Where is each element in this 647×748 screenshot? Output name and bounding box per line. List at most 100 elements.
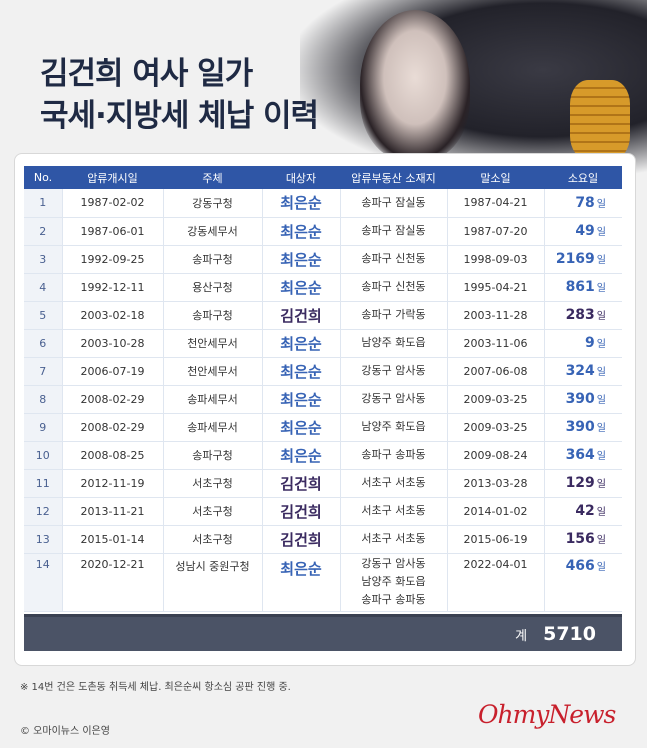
cell-start: 2008-08-25 [61,441,163,470]
cell-no: 9 [24,413,62,442]
days-unit: 일 [596,535,606,546]
cell-no: 5 [24,301,62,330]
cell-end: 1998-09-03 [446,245,544,274]
days-unit: 일 [596,311,606,322]
days-value: 156 [565,531,595,547]
cell-location: 송파구 잠실동 [339,189,447,218]
cell-person: 최은순 [261,217,340,246]
days-value: 324 [565,363,595,379]
cell-location: 서초구 서초동 [339,469,447,498]
cell-location: 서초구 서초동 [339,525,447,554]
column-header: 압류부동산 소재지 [340,166,447,189]
cell-days: 390 일 [543,413,622,442]
cell-agency: 서초구청 [162,469,262,498]
cell-person: 최은순 [261,385,340,414]
days-value: 390 [565,391,595,407]
days-unit: 일 [596,395,606,406]
table-row: 14 2020-12-21 성남시 중원구청 최은순 강동구 암사동 남양주 화도읍 송… [24,553,622,612]
cell-agency: 송파구청 [162,245,262,274]
cell-end: 2009-08-24 [446,441,544,470]
cell-end: 1995-04-21 [446,273,544,302]
cell-days: 49 일 [543,217,622,246]
cell-days: 283 일 [543,301,622,330]
table-row: 7 2006-07-19 천안세무서 최은순 강동구 암사동 2007-06-08 324 일 [24,357,622,386]
cell-location: 송파구 가락동 [339,301,447,330]
table-row: 12 2013-11-21 서초구청 김건희 서초구 서초동 2014-01-02 42 일 [24,497,622,526]
total-bar: 계 5710 [24,614,622,651]
cell-start: 1992-09-25 [61,245,163,274]
cell-agency: 강동구청 [162,189,262,218]
cell-no: 1 [24,189,62,218]
cell-no: 11 [24,469,62,498]
table-row: 5 2003-02-18 송파구청 김건희 송파구 가락동 2003-11-28 283 일 [24,301,622,330]
cell-end: 2022-04-01 [446,553,544,612]
cell-no: 14 [24,553,62,612]
cell-person: 최은순 [261,189,340,218]
cell-end: 2007-06-08 [446,357,544,386]
header-photo [300,0,647,175]
cell-location: 서초구 서초동 [339,497,447,526]
days-unit: 일 [596,255,606,266]
cell-days: 390 일 [543,385,622,414]
table-row: 13 2015-01-14 서초구청 김건희 서초구 서초동 2015-06-19 156 일 [24,525,622,554]
cell-no: 8 [24,385,62,414]
cell-no: 10 [24,441,62,470]
days-unit: 일 [596,283,606,294]
column-header: 압류개시일 [62,166,163,189]
cell-end: 2015-06-19 [446,525,544,554]
days-value: 42 [575,503,595,519]
cell-person: 최은순 [261,329,340,358]
cell-end: 1987-07-20 [446,217,544,246]
cell-start: 1987-06-01 [61,217,163,246]
cell-start: 2008-02-29 [61,385,163,414]
cell-days: 129 일 [543,469,622,498]
column-header: No. [24,166,62,189]
cell-agency: 용산구청 [162,273,262,302]
cell-days: 42 일 [543,497,622,526]
cell-days: 466 일 [543,553,622,612]
column-header: 주체 [163,166,262,189]
days-value: 466 [565,557,595,574]
cell-person: 김건희 [261,469,340,498]
table-row: 1 1987-02-02 강동구청 최은순 송파구 잠실동 1987-04-21 78 일 [24,189,622,218]
days-unit: 일 [596,561,606,573]
cell-agency: 서초구청 [162,525,262,554]
days-unit: 일 [596,423,606,434]
days-unit: 일 [596,367,606,378]
total-value: 5710 [543,623,596,645]
cell-no: 2 [24,217,62,246]
cell-no: 13 [24,525,62,554]
days-unit: 일 [596,227,606,238]
footnote: ※ 14번 건은 도촌동 취득세 체납. 최은순씨 항소심 공판 진행 중. [20,682,291,693]
cell-no: 3 [24,245,62,274]
table-header: No. 압류개시일 주체 대상자 압류부동산 소재지 말소일 소요일 [24,166,622,189]
cell-location: 남양주 화도읍 [339,413,447,442]
table-row: 3 1992-09-25 송파구청 최은순 송파구 신천동 1998-09-03 2169 일 [24,245,622,274]
days-unit: 일 [596,507,606,518]
cell-end: 2014-01-02 [446,497,544,526]
cell-days: 324 일 [543,357,622,386]
days-value: 129 [565,475,595,491]
cell-start: 2006-07-19 [61,357,163,386]
cell-start: 2020-12-21 [61,553,163,612]
cell-agency: 천안세무서 [162,357,262,386]
cell-location: 강동구 암사동 [339,357,447,386]
days-value: 390 [565,419,595,435]
days-unit: 일 [596,198,606,210]
cell-end: 2009-03-25 [446,385,544,414]
cell-end: 2009-03-25 [446,413,544,442]
cell-person: 최은순 [261,553,340,612]
days-value: 78 [575,194,595,211]
cell-person: 최은순 [261,357,340,386]
cell-person: 김건희 [261,525,340,554]
cell-days: 364 일 [543,441,622,470]
table-row: 2 1987-06-01 강동세무서 최은순 송파구 잠실동 1987-07-20 49 일 [24,217,622,246]
cell-start: 2003-10-28 [61,329,163,358]
cell-end: 1987-04-21 [446,189,544,218]
copyright: © 오마이뉴스 이은영 [20,726,110,737]
days-value: 2169 [555,251,595,267]
cell-end: 2003-11-06 [446,329,544,358]
cell-agency: 송파세무서 [162,385,262,414]
days-value: 49 [575,223,595,239]
cell-location: 송파구 신천동 [339,245,447,274]
